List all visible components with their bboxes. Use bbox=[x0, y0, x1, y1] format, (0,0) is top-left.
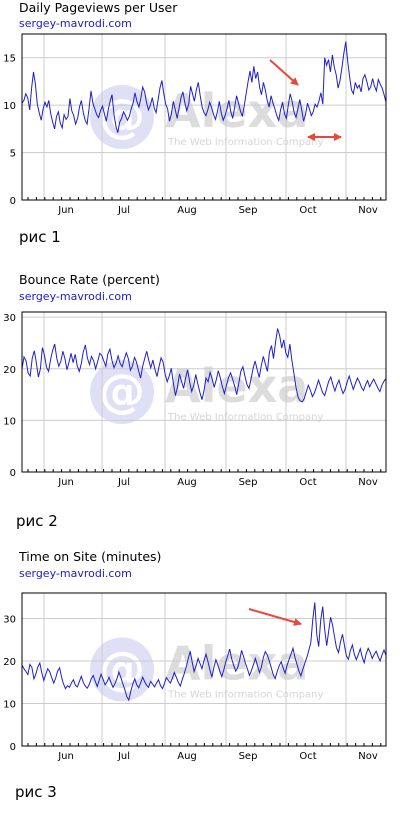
y-tick-label: 5 bbox=[10, 149, 16, 160]
x-tick-label: Sep bbox=[239, 751, 258, 762]
x-tick-label: Nov bbox=[358, 205, 378, 216]
chart-title: Time on Site (minutes) bbox=[19, 549, 162, 564]
x-tick-label: Aug bbox=[177, 477, 197, 488]
annotation-arrow bbox=[269, 59, 299, 86]
annotation-arrow bbox=[248, 608, 302, 626]
y-tick-label: 20 bbox=[3, 365, 16, 376]
alexa-logo-circle bbox=[90, 360, 154, 424]
series-line bbox=[21, 602, 387, 702]
chart-subtitle: sergey-mavrodi.com bbox=[19, 17, 132, 30]
y-tick-label: 0 bbox=[10, 196, 16, 207]
x-tick-label: Aug bbox=[177, 205, 197, 216]
y-tick-label: 10 bbox=[3, 700, 16, 711]
y-tick-label: 0 bbox=[10, 742, 16, 753]
x-tick-label: Oct bbox=[299, 751, 316, 762]
chart-title: Daily Pageviews per User bbox=[19, 0, 178, 15]
x-tick-label: Sep bbox=[239, 477, 258, 488]
y-tick-label: 30 bbox=[3, 313, 16, 324]
watermark-brand-text: Alexa bbox=[165, 637, 308, 691]
y-tick-label: 20 bbox=[3, 657, 16, 668]
y-tick-label: 15 bbox=[3, 54, 16, 65]
x-tick-label: Oct bbox=[299, 477, 316, 488]
chart-subtitle: sergey-mavrodi.com bbox=[19, 567, 132, 580]
x-tick-label: Jul bbox=[117, 477, 130, 488]
series-line bbox=[21, 328, 387, 403]
figure-caption: рис 1 bbox=[19, 228, 61, 246]
x-tick-label: Jun bbox=[57, 477, 74, 488]
x-tick-label: Aug bbox=[177, 751, 197, 762]
series-line bbox=[21, 41, 387, 133]
y-tick-label: 0 bbox=[10, 468, 16, 479]
x-tick-label: Jul bbox=[117, 751, 130, 762]
chart-title: Bounce Rate (percent) bbox=[19, 272, 160, 287]
watermark-tagline-text: The Web Information Company bbox=[167, 412, 323, 423]
x-tick-label: Oct bbox=[299, 205, 316, 216]
y-tick-label: 10 bbox=[3, 416, 16, 427]
chart-panel-bounce-rate: Bounce Rate (percent) sergey-mavrodi.com… bbox=[0, 270, 400, 540]
x-tick-label: Jul bbox=[117, 205, 130, 216]
chart-panel-time-on-site: Time on Site (minutes) sergey-mavrodi.co… bbox=[0, 547, 400, 825]
x-tick-label: Sep bbox=[239, 205, 258, 216]
x-tick-label: Nov bbox=[358, 751, 378, 762]
x-tick-label: Nov bbox=[358, 477, 378, 488]
alexa-logo-glyph: @ bbox=[99, 364, 145, 418]
watermark-tagline-text: The Web Information Company bbox=[167, 690, 323, 701]
figure-caption: рис 2 bbox=[16, 512, 58, 530]
x-tick-label: Jun bbox=[57, 751, 74, 762]
y-tick-label: 30 bbox=[3, 615, 16, 626]
y-tick-label: 10 bbox=[3, 101, 16, 112]
watermark-tagline-text: The Web Information Company bbox=[167, 137, 323, 148]
chart-panel-pageviews: Daily Pageviews per User sergey-mavrodi.… bbox=[0, 0, 400, 260]
watermark-brand-text: Alexa bbox=[165, 359, 308, 413]
x-tick-label: Jun bbox=[57, 205, 74, 216]
alexa-logo-circle bbox=[90, 637, 154, 702]
chart-subtitle: sergey-mavrodi.com bbox=[19, 290, 132, 303]
figure-caption: рис 3 bbox=[15, 783, 57, 801]
